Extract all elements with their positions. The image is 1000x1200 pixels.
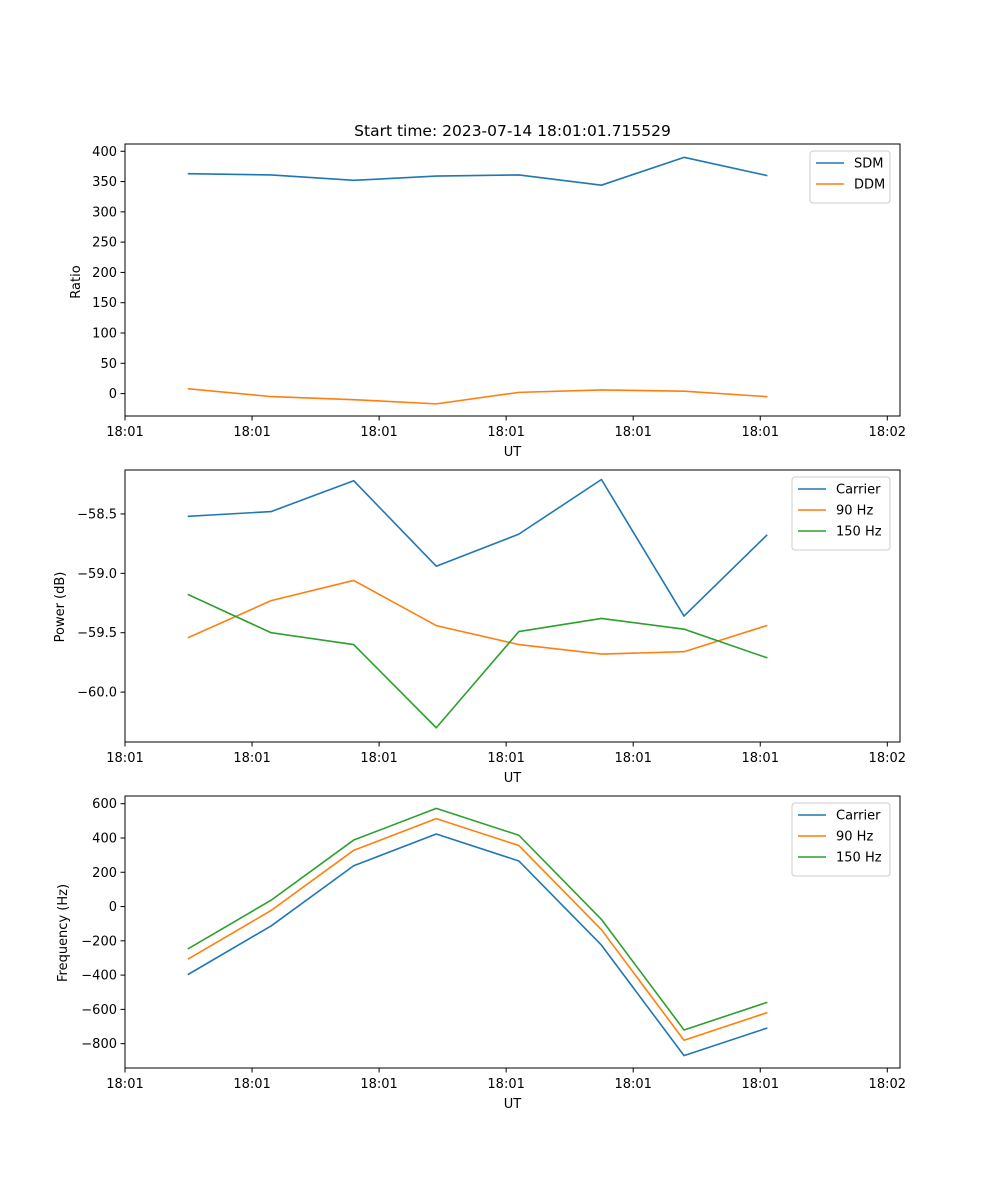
series-line-carrier (187, 833, 768, 1057)
x-tick-label: 18:01 (106, 1077, 143, 1092)
x-tick-label: 18:01 (614, 1077, 651, 1092)
series-line-90-hz (187, 817, 768, 1042)
x-tick-label: 18:01 (742, 1077, 779, 1092)
y-tick-label: 100 (92, 327, 117, 342)
y-tick-label: 350 (92, 175, 117, 190)
x-tick-label: 18:01 (487, 1077, 524, 1092)
x-tick-label: 18:01 (742, 425, 779, 440)
legend: Carrier 90 Hz 150 Hz (791, 476, 891, 551)
y-axis-label: Ratio (69, 265, 84, 298)
y-tick-label: 400 (92, 831, 117, 846)
legend-label-carrier: Carrier (836, 483, 881, 498)
legend-label-150-hz: 150 Hz (836, 851, 882, 866)
y-tick-label: 200 (92, 266, 117, 281)
x-tick-label: 18:01 (360, 1077, 397, 1092)
y-axis-label: Power (dB) (53, 572, 68, 643)
plot-frame (124, 795, 901, 1069)
x-tick-label: 18:01 (106, 751, 143, 766)
x-tick-label: 18:02 (869, 425, 906, 440)
x-tick-label: 18:01 (742, 751, 779, 766)
legend-label-sdm: SDM (854, 157, 883, 172)
y-tick-label: 0 (109, 900, 117, 915)
legend-label-ddm: DDM (854, 178, 885, 193)
plot-frame (124, 469, 901, 743)
x-tick-label: 18:01 (106, 425, 143, 440)
y-tick-label: −60.0 (77, 686, 117, 701)
x-tick-label: 18:01 (487, 751, 524, 766)
x-tick-label: 18:01 (233, 425, 270, 440)
power-panel: UT Power (dB) 18:01 18:01 18:01 18:01 18:01 1… (53, 469, 906, 786)
y-tick-label: 250 (92, 236, 117, 251)
y-tick-label: −200 (81, 934, 117, 949)
ratio-panel: Start time: 2023-07-14 18:01:01.715529 U… (69, 122, 906, 460)
series-line-carrier (187, 478, 768, 617)
y-tick-label: −800 (81, 1037, 117, 1052)
y-axis-label: Frequency (Hz) (56, 884, 71, 982)
x-tick-label: 18:02 (869, 751, 906, 766)
legend-box (809, 150, 891, 204)
legend: Carrier 90 Hz 150 Hz (791, 802, 891, 877)
y-tick-label: −58.5 (77, 507, 117, 522)
y-tick-label: 400 (92, 145, 117, 160)
legend-label-150-hz: 150 Hz (836, 525, 882, 540)
x-tick-label: 18:01 (360, 425, 397, 440)
legend-label-90-hz: 90 Hz (836, 830, 873, 845)
x-tick-label: 18:01 (233, 1077, 270, 1092)
x-tick-label: 18:01 (360, 751, 397, 766)
x-tick-label: 18:02 (869, 1077, 906, 1092)
y-tick-label: −400 (81, 969, 117, 984)
y-tick-label: −59.5 (77, 626, 117, 641)
series-line-150-hz (187, 593, 768, 729)
legend-label-90-hz: 90 Hz (836, 504, 873, 519)
y-tick-label: −59.0 (77, 567, 117, 582)
series-line-ddm (187, 387, 768, 405)
chart-title: Start time: 2023-07-14 18:01:01.715529 (354, 122, 671, 140)
legend: SDM DDM (809, 150, 891, 204)
legend-label-carrier: Carrier (836, 809, 881, 824)
series-line-150-hz (187, 807, 768, 1031)
y-tick-label: 200 (92, 866, 117, 881)
series-line-sdm (187, 156, 768, 186)
series-line-90-hz (187, 579, 768, 655)
x-tick-label: 18:01 (487, 425, 524, 440)
frequency-panel: UT Frequency (Hz) 18:01 18:01 18:01 18:01 18… (56, 795, 906, 1112)
y-tick-label: 300 (92, 205, 117, 220)
x-tick-label: 18:01 (614, 425, 651, 440)
y-tick-label: 600 (92, 797, 117, 812)
y-tick-label: 0 (109, 387, 117, 402)
x-axis-label: UT (504, 445, 522, 460)
y-tick-label: 150 (92, 296, 117, 311)
x-axis-label: UT (504, 1097, 522, 1112)
plot-frame (124, 143, 901, 417)
y-tick-label: 50 (100, 357, 117, 372)
y-tick-label: −600 (81, 1003, 117, 1018)
x-tick-label: 18:01 (614, 751, 651, 766)
x-axis-label: UT (504, 771, 522, 786)
x-tick-label: 18:01 (233, 751, 270, 766)
